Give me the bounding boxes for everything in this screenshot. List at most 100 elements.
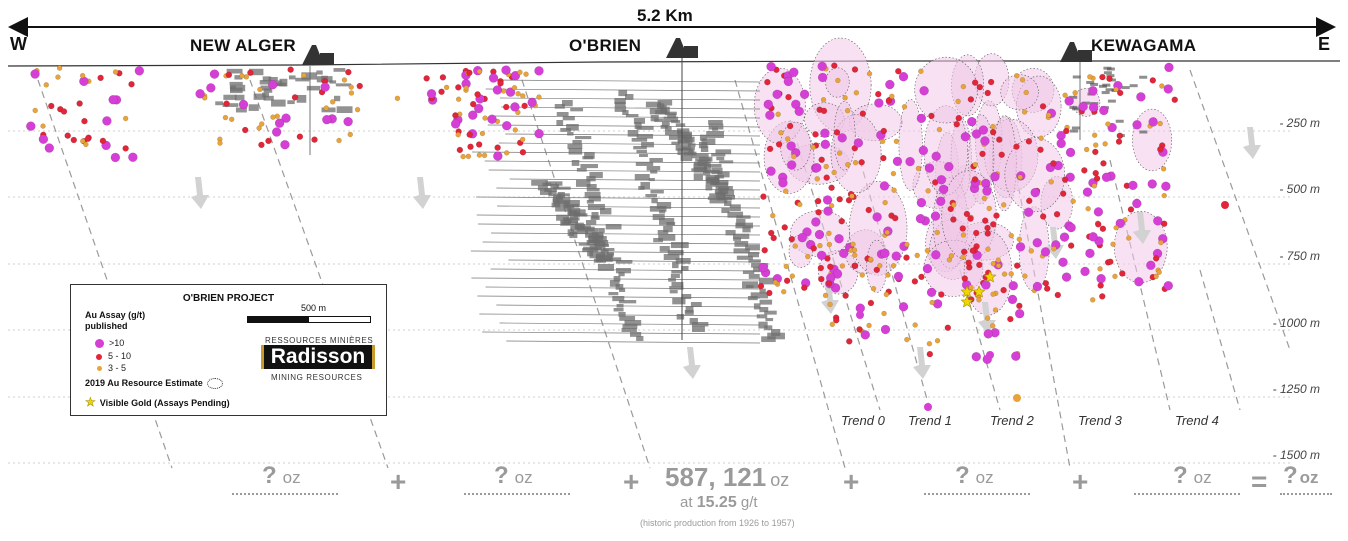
assay-point (822, 195, 833, 205)
assay-point (971, 351, 982, 362)
stope-block (613, 308, 624, 312)
dotted-underline (464, 493, 570, 495)
assay-point (934, 337, 941, 344)
assay-point (443, 84, 450, 91)
assay-point (892, 156, 903, 167)
assay-point (1032, 281, 1043, 292)
assay-point (128, 80, 135, 88)
assay-point (976, 297, 982, 303)
assay-point (760, 193, 767, 200)
stope-block (555, 206, 572, 212)
assay-point (1082, 187, 1093, 197)
assay-point (838, 248, 849, 259)
assay-point (786, 122, 794, 130)
stope-block (249, 68, 264, 76)
stope-block (708, 120, 723, 125)
stope-block (288, 75, 296, 80)
assay-point (881, 310, 887, 317)
assay-point (775, 111, 781, 118)
trend-label-4: Trend 4 (1175, 413, 1219, 428)
assay-point (842, 95, 848, 101)
stope-block (624, 320, 642, 326)
stope-block (691, 326, 705, 333)
stope-block (622, 110, 629, 115)
assay-point (30, 69, 40, 79)
west-label: W (10, 34, 27, 54)
assay-point (481, 152, 488, 159)
assay-point (912, 322, 918, 328)
assay-point (792, 243, 798, 249)
legend-class-high: >10 (95, 338, 124, 349)
assay-point (889, 93, 895, 100)
assay-point (980, 136, 990, 146)
assay-point (890, 263, 897, 269)
assay-point (1116, 132, 1124, 139)
stope-block (1090, 82, 1099, 86)
stope-block (562, 116, 575, 121)
stope-block (587, 204, 605, 211)
stope-block (259, 80, 271, 85)
stope-block (710, 180, 729, 184)
stope-block (663, 116, 679, 123)
assay-point (468, 110, 478, 120)
stope-block (1107, 99, 1116, 103)
stope-block (650, 115, 659, 122)
assay-point (845, 197, 853, 204)
assay-point (895, 67, 902, 75)
assay-point (867, 299, 875, 307)
assay-point (1048, 179, 1054, 185)
assay-point (1011, 351, 1021, 361)
assay-point (1093, 175, 1101, 182)
assay-point (893, 138, 900, 145)
assay-point (928, 112, 935, 120)
assay-point (1014, 72, 1020, 79)
assay-point (992, 307, 999, 313)
stope-block (672, 298, 686, 305)
assay-point (274, 118, 285, 128)
stope-block (671, 282, 684, 287)
assay-point (1126, 235, 1132, 241)
assay-point (1017, 174, 1023, 180)
assay-point (758, 262, 768, 273)
assay-point (880, 154, 887, 162)
unknown-term-2: ? oz (494, 462, 533, 489)
assay-point (343, 116, 353, 127)
assay-point (960, 131, 971, 142)
stope-block (687, 143, 696, 147)
assay-point (1171, 96, 1179, 103)
assay-point (783, 76, 794, 87)
production-grade: at 15.25 g/t (680, 494, 758, 511)
assay-point (1110, 241, 1116, 248)
assay-point (865, 206, 873, 214)
stope-block (248, 104, 259, 111)
resource-shape (898, 99, 923, 191)
assay-point (924, 247, 931, 254)
stope-block (734, 241, 749, 247)
assay-point (195, 89, 205, 99)
assay-point (511, 84, 518, 91)
assay-point (512, 127, 519, 133)
assay-point (873, 266, 881, 274)
assay-point (835, 77, 841, 84)
assay-point (880, 248, 890, 259)
assay-point (965, 259, 972, 266)
assay-point (1001, 271, 1008, 277)
assay-point (950, 202, 957, 208)
assay-point (26, 121, 36, 131)
assay-point (770, 212, 776, 219)
stope-block (681, 266, 689, 271)
stope-block (625, 94, 634, 100)
assay-point (820, 96, 827, 103)
assay-point (467, 143, 474, 150)
assay-point (517, 69, 523, 76)
assay-point (757, 282, 765, 290)
assay-point (281, 113, 291, 123)
stope-block (698, 142, 708, 149)
assay-point (1221, 201, 1229, 209)
assay-point (989, 221, 997, 228)
legend: O'BRIEN PROJECT Au Assay (g/t) published… (70, 284, 387, 416)
assay-point (948, 253, 955, 259)
stope-block (668, 278, 676, 282)
assay-point (510, 70, 521, 81)
assay-point (1153, 273, 1159, 280)
